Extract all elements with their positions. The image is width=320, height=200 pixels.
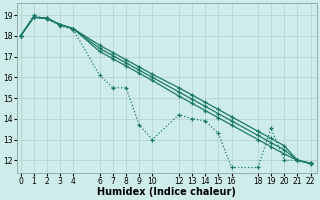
X-axis label: Humidex (Indice chaleur): Humidex (Indice chaleur) xyxy=(98,187,236,197)
